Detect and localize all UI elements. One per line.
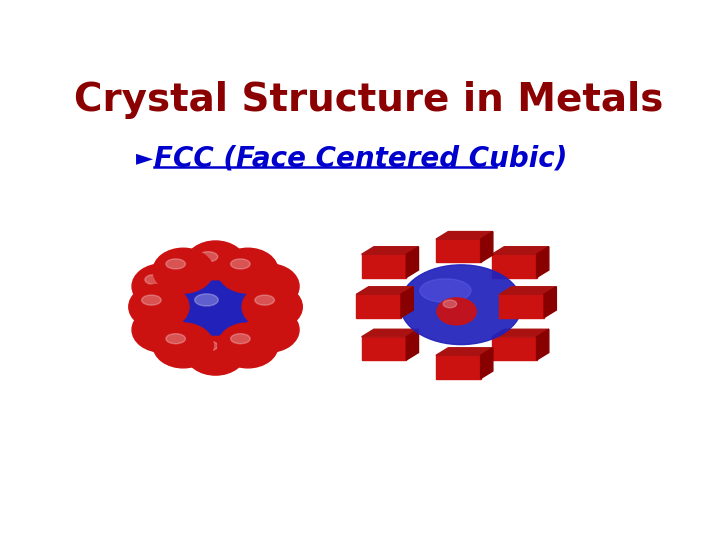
- Polygon shape: [481, 232, 493, 262]
- Ellipse shape: [142, 295, 161, 305]
- Polygon shape: [536, 247, 549, 278]
- Polygon shape: [492, 254, 536, 278]
- Ellipse shape: [145, 274, 164, 285]
- Ellipse shape: [198, 341, 218, 351]
- Ellipse shape: [420, 279, 471, 302]
- Ellipse shape: [230, 334, 250, 344]
- Text: FCC (Face Centered Cubic): FCC (Face Centered Cubic): [154, 144, 567, 172]
- Polygon shape: [544, 287, 557, 318]
- Polygon shape: [361, 254, 406, 278]
- Polygon shape: [492, 337, 536, 360]
- Ellipse shape: [218, 248, 278, 293]
- Polygon shape: [356, 287, 413, 294]
- Text: ►: ►: [136, 148, 153, 168]
- Ellipse shape: [218, 323, 278, 368]
- Ellipse shape: [400, 265, 522, 345]
- Ellipse shape: [242, 285, 302, 329]
- Ellipse shape: [252, 274, 271, 285]
- Polygon shape: [436, 232, 493, 239]
- Polygon shape: [436, 348, 493, 355]
- Polygon shape: [500, 294, 544, 318]
- Polygon shape: [436, 355, 481, 379]
- Polygon shape: [536, 329, 549, 360]
- Ellipse shape: [443, 300, 456, 308]
- Ellipse shape: [239, 307, 299, 352]
- Ellipse shape: [166, 334, 186, 344]
- Ellipse shape: [166, 259, 186, 269]
- Polygon shape: [401, 287, 413, 318]
- Ellipse shape: [252, 318, 271, 328]
- Polygon shape: [406, 247, 418, 278]
- Ellipse shape: [153, 323, 213, 368]
- Ellipse shape: [132, 307, 192, 352]
- Polygon shape: [406, 329, 418, 360]
- Ellipse shape: [145, 318, 164, 328]
- Ellipse shape: [239, 264, 299, 309]
- Ellipse shape: [198, 252, 218, 262]
- Polygon shape: [356, 294, 401, 318]
- Polygon shape: [361, 337, 406, 360]
- Polygon shape: [492, 329, 549, 337]
- Text: Crystal Structure in Metals: Crystal Structure in Metals: [74, 81, 664, 119]
- Polygon shape: [500, 287, 557, 294]
- Ellipse shape: [153, 248, 213, 293]
- Ellipse shape: [255, 295, 274, 305]
- Ellipse shape: [186, 330, 246, 375]
- Ellipse shape: [179, 281, 252, 335]
- Polygon shape: [361, 247, 418, 254]
- Ellipse shape: [230, 259, 250, 269]
- Polygon shape: [481, 348, 493, 379]
- Polygon shape: [492, 247, 549, 254]
- Ellipse shape: [186, 241, 246, 286]
- Polygon shape: [436, 239, 481, 262]
- Polygon shape: [361, 329, 418, 337]
- Ellipse shape: [437, 298, 476, 325]
- Ellipse shape: [194, 294, 218, 306]
- Ellipse shape: [129, 285, 189, 329]
- Ellipse shape: [132, 264, 192, 309]
